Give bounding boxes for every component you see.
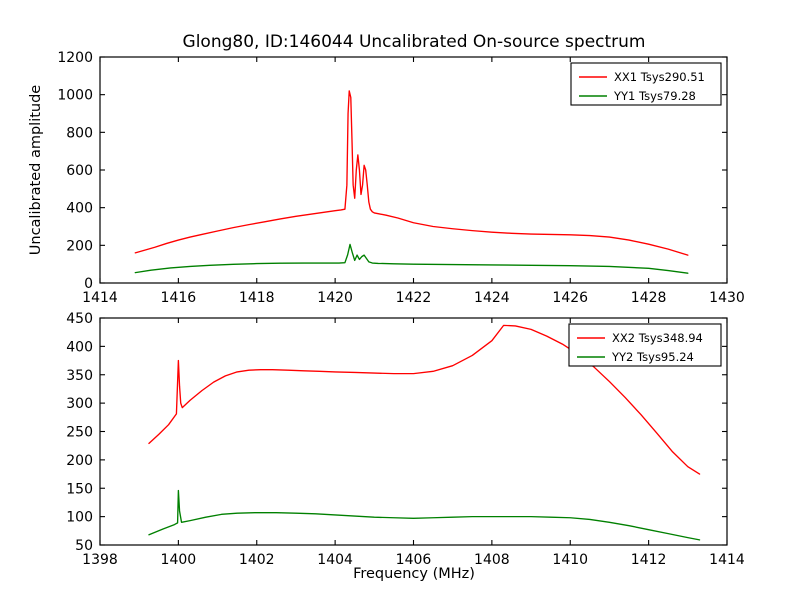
bottom-panel-x-tick-label: 1410 [552, 552, 588, 568]
top-panel-y-tick-label: 1000 [57, 88, 93, 104]
top-panel-y-tick-label: 1200 [57, 50, 93, 66]
top-panel-y-tick-label: 600 [66, 163, 93, 179]
bottom-panel-y-tick-label: 300 [66, 396, 93, 412]
bottom-panel: 1398 1400 1402 1404 1406 1408 1410 1412 1414 50 10… [66, 311, 745, 568]
top-panel-y-axis-label: Uncalibrated amplitude [28, 85, 44, 256]
bottom-panel-y-tick-label: 250 [66, 425, 93, 441]
bottom-panel-x-tick-label: 1406 [396, 552, 432, 568]
page-title: Glong80, ID:146044 Uncalibrated On-sourc… [183, 32, 646, 52]
bottom-panel-y-tick-label: 100 [66, 510, 93, 526]
bottom-panel-y-tick-label: 450 [66, 311, 93, 327]
bottom-panel-x-tick-label: 1400 [161, 552, 197, 568]
top-panel-series-1 [134, 243, 689, 274]
top-panel-x-tick-label: 1426 [552, 290, 588, 306]
bottom-panel-legend-label-1: YY2 Tsys95.24 [611, 350, 694, 364]
bottom-panel-legend: XX2 Tsys348.94 YY2 Tsys95.24 [568, 323, 722, 367]
top-panel-x-tick-label: 1428 [631, 290, 667, 306]
bottom-panel-series-1 [148, 489, 701, 541]
top-panel-legend-label-1: YY1 Tsys79.28 [613, 89, 696, 103]
top-panel-series-0 [134, 90, 689, 256]
top-panel-y-tick-label: 0 [84, 276, 93, 292]
bottom-panel-y-tick-label: 50 [75, 538, 93, 554]
top-panel-y-tick-label: 400 [66, 201, 93, 217]
bottom-panel-x-axis-label: Frequency (MHz) [353, 566, 475, 582]
bottom-panel-x-tick-label: 1408 [474, 552, 510, 568]
bottom-panel-x-tick-label: 1412 [631, 552, 667, 568]
bottom-panel-y-tick-label: 200 [66, 453, 93, 469]
top-panel-x-tick-label: 1414 [82, 290, 118, 306]
bottom-panel-y-tick-label: 350 [66, 368, 93, 384]
top-panel-x-tick-label: 1416 [161, 290, 197, 306]
top-panel-legend: XX1 Tsys290.51 YY1 Tsys79.28 [570, 62, 722, 106]
top-panel-y-tick-label: 200 [66, 238, 93, 254]
bottom-panel-y-tick-label: 150 [66, 481, 93, 497]
top-panel-y-tick-label: 800 [66, 125, 93, 141]
bottom-panel-x-tick-label: 1404 [317, 552, 353, 568]
bottom-panel-x-tick-label: 1414 [709, 552, 745, 568]
top-panel-x-tick-label: 1420 [317, 290, 353, 306]
bottom-panel-x-tick-label: 1398 [82, 552, 118, 568]
top-panel: 1414 1416 1418 1420 1422 1424 1426 1428 1430 0 200… [57, 50, 744, 306]
bottom-panel-legend-label-0: XX2 Tsys348.94 [612, 331, 703, 345]
top-panel-x-tick-label: 1422 [396, 290, 432, 306]
top-panel-x-tick-label: 1418 [239, 290, 275, 306]
top-panel-legend-box [570, 62, 722, 106]
bottom-panel-legend-box [568, 323, 722, 367]
bottom-panel-y-tick-label: 400 [66, 339, 93, 355]
top-panel-legend-label-0: XX1 Tsys290.51 [614, 70, 705, 84]
bottom-panel-series-0 [148, 324, 701, 475]
top-panel-x-tick-label: 1430 [709, 290, 745, 306]
bottom-panel-x-tick-label: 1402 [239, 552, 275, 568]
top-panel-x-tick-label: 1424 [474, 290, 510, 306]
